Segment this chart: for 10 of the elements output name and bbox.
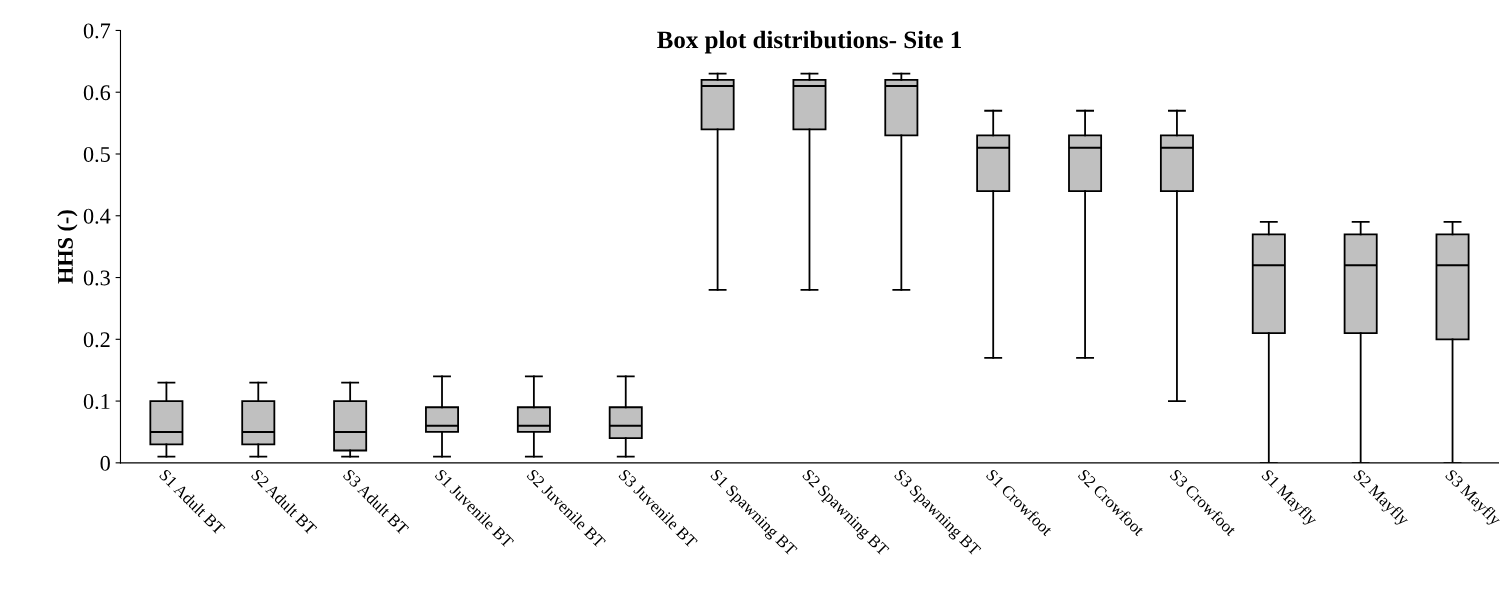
y-tick-label: 0.2 xyxy=(83,332,110,348)
y-tick-label: 0 xyxy=(100,455,110,471)
y-tick-label: 0.4 xyxy=(83,208,111,224)
y-axis-title: HHS (-) xyxy=(57,210,78,284)
y-tick-label: 0.1 xyxy=(83,394,110,410)
y-tick-label: 0.6 xyxy=(83,85,111,101)
y-tick-label: 0.3 xyxy=(83,270,110,286)
chart-title: Box plot distributions- Site 1 xyxy=(657,30,961,54)
y-tick-label: 0.5 xyxy=(83,146,110,163)
y-tick-label: 0.7 xyxy=(83,23,111,39)
